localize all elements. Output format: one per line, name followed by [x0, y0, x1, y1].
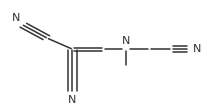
Text: N: N — [11, 13, 20, 23]
Text: N: N — [121, 36, 130, 46]
Text: N: N — [68, 95, 76, 105]
Text: N: N — [193, 44, 201, 54]
